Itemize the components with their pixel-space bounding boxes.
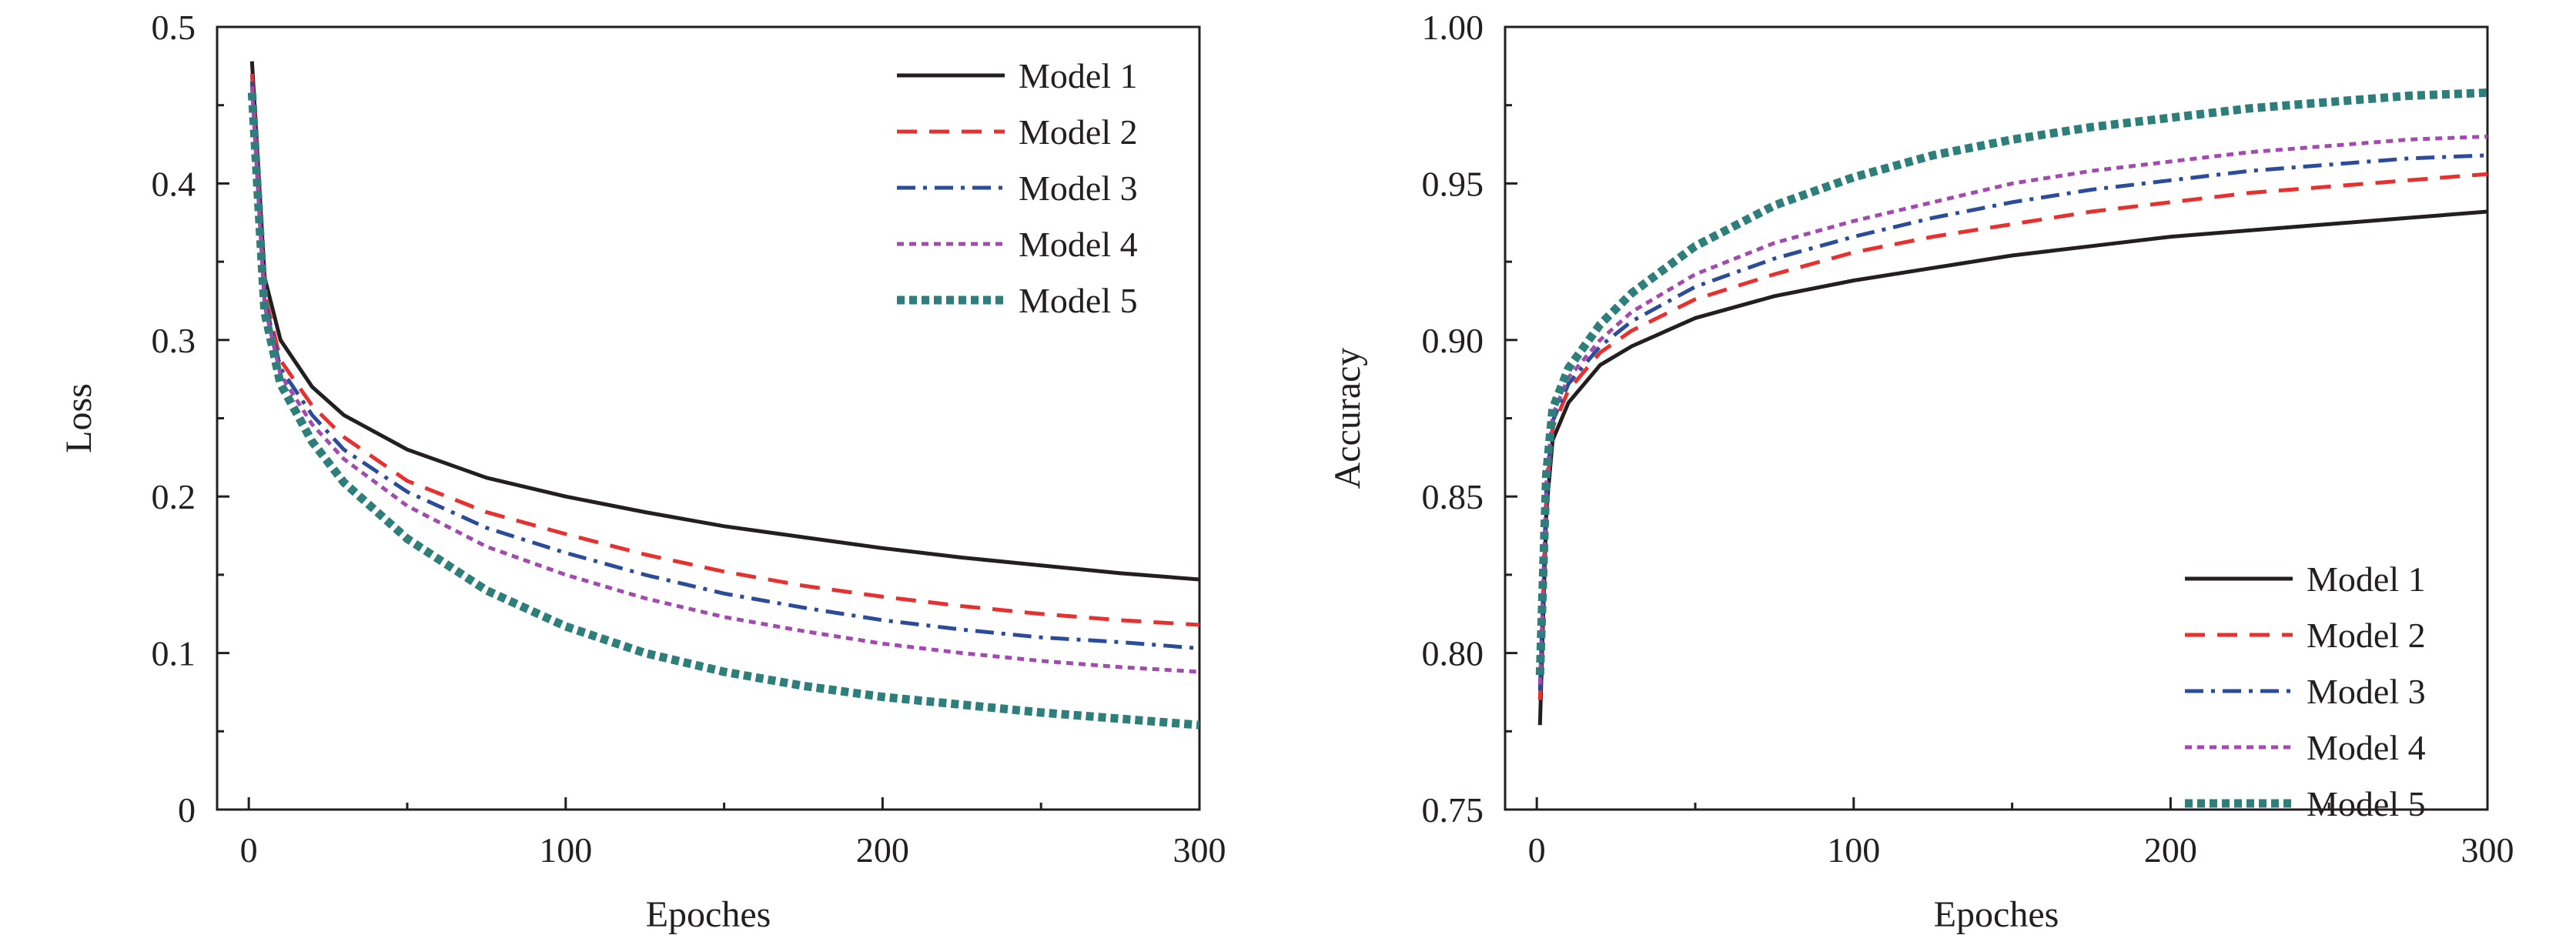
legend: Model 1 Model 2 Model 3 Model 4 Model 5 xyxy=(897,56,1138,320)
series-line-model-1 xyxy=(1537,209,2487,726)
legend-label-model-4: Model 4 xyxy=(2307,728,2426,767)
y-tick-label: 1.00 xyxy=(1422,8,1484,47)
y-tick-label: 0.5 xyxy=(152,8,196,47)
x-tick-label: 0 xyxy=(240,830,258,870)
y-axis-title: Accuracy xyxy=(1327,348,1368,489)
legend-label-model-4: Model 4 xyxy=(1019,225,1138,264)
y-tick-label: 0.3 xyxy=(152,321,196,360)
y-axis-title: Loss xyxy=(59,383,99,453)
y-tick-label: 0.85 xyxy=(1422,477,1484,516)
y-tick-label: 0.1 xyxy=(152,634,196,673)
series-line-model-5 xyxy=(1535,88,2487,676)
y-tick-label: 0.90 xyxy=(1422,321,1484,360)
legend-label-model-1: Model 1 xyxy=(2307,559,2426,599)
legend-label-model-3: Model 3 xyxy=(1019,169,1138,208)
legend-label-model-5: Model 5 xyxy=(1019,281,1138,320)
x-tick-label: 200 xyxy=(2144,830,2197,870)
x-tick-label: 100 xyxy=(1827,830,1880,870)
legend-label-model-2: Model 2 xyxy=(1019,112,1138,152)
y-tick-label: 0.75 xyxy=(1422,790,1484,830)
series-group xyxy=(247,61,1199,730)
legend-label-model-3: Model 3 xyxy=(2307,672,2426,711)
x-axis-title: Epoches xyxy=(646,894,771,935)
x-tick-label: 100 xyxy=(539,830,592,870)
y-tick-label: 0.2 xyxy=(152,477,196,516)
x-tick-label: 200 xyxy=(856,830,909,870)
y-tick-label: 0.95 xyxy=(1422,164,1484,203)
series-line-model-2 xyxy=(1537,172,2487,700)
series-line-model-3 xyxy=(249,82,1199,650)
accuracy-chart: 0.75 0.80 0.85 0.90 0.95 1.00 0 100 200 300 Epoche… xyxy=(1327,8,2514,935)
x-tick-label: 0 xyxy=(1528,830,1546,870)
legend-label-model-1: Model 1 xyxy=(1019,56,1138,95)
series-line-model-5 xyxy=(247,92,1199,730)
legend-label-model-5: Model 5 xyxy=(2307,784,2426,823)
series-group xyxy=(1535,88,2487,726)
series-line-model-2 xyxy=(249,73,1199,627)
y-tick-label: 0.4 xyxy=(152,164,196,203)
y-tick-label: 0.80 xyxy=(1422,634,1484,673)
series-line-model-1 xyxy=(249,61,1199,582)
series-line-model-4 xyxy=(1537,134,2487,685)
x-axis-title: Epoches xyxy=(1934,894,2059,935)
x-tick-label: 300 xyxy=(2461,830,2514,870)
y-tick-label: 0 xyxy=(178,790,196,830)
series-line-model-3 xyxy=(1537,153,2487,691)
loss-chart: 0 0.1 0.2 0.3 0.4 0.5 0 100 200 300 Epoches Loss Mod… xyxy=(59,8,1226,935)
legend-label-model-2: Model 2 xyxy=(2307,616,2426,655)
legend: Model 1 Model 2 Model 3 Model 4 Model 5 xyxy=(2185,559,2426,823)
x-tick-label: 300 xyxy=(1173,830,1226,870)
